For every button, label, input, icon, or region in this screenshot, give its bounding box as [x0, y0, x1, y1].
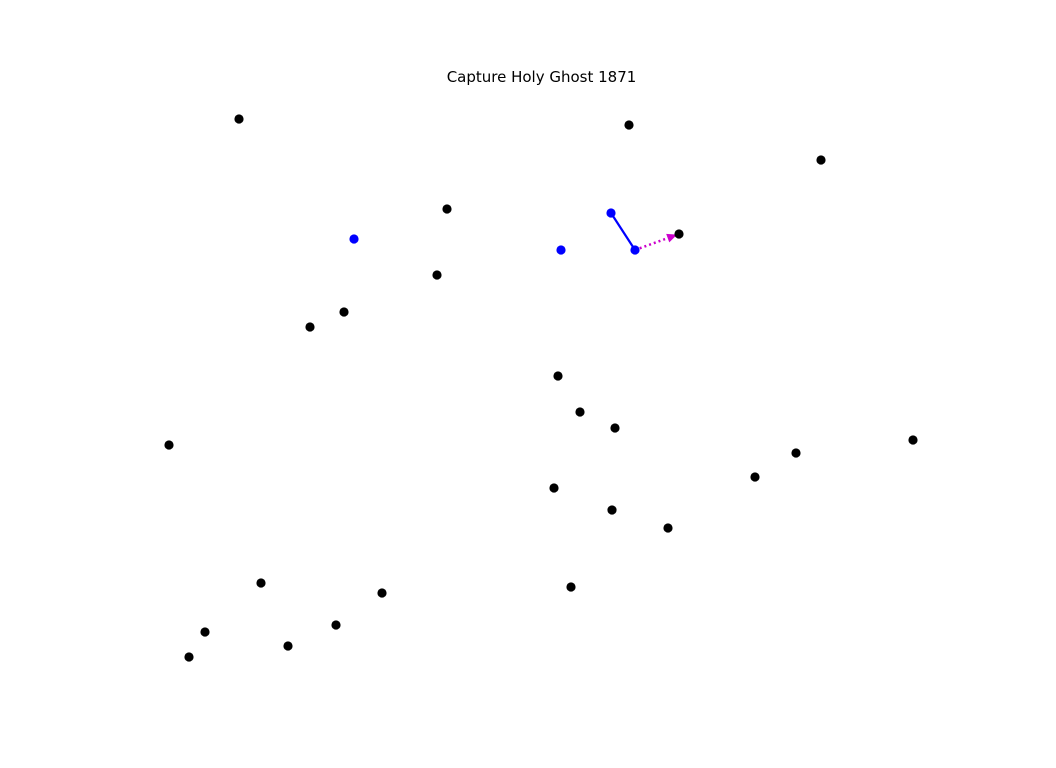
- neutral-node[interactable]: [200, 627, 210, 637]
- edges-layer: [610, 212, 636, 251]
- player-edge: [610, 212, 636, 251]
- neutral-node[interactable]: [553, 371, 563, 381]
- moves-layer: [634, 233, 678, 252]
- neutral-node[interactable]: [442, 204, 452, 214]
- neutral-node[interactable]: [624, 120, 634, 130]
- neutral-node[interactable]: [663, 523, 673, 533]
- neutral-node[interactable]: [610, 423, 620, 433]
- capture-move-arrowhead: [666, 233, 678, 243]
- neutral-node[interactable]: [908, 435, 918, 445]
- player-node[interactable]: [556, 245, 566, 255]
- player-node[interactable]: [630, 245, 640, 255]
- neutral-node[interactable]: [607, 505, 617, 515]
- capture-move-line: [634, 236, 669, 252]
- neutral-node[interactable]: [256, 578, 266, 588]
- neutral-node[interactable]: [283, 641, 293, 651]
- player-node[interactable]: [606, 208, 616, 218]
- neutral-node[interactable]: [566, 582, 576, 592]
- neutral-node[interactable]: [234, 114, 244, 124]
- neutral-node[interactable]: [377, 588, 387, 598]
- neutral-node[interactable]: [432, 270, 442, 280]
- neutral-node[interactable]: [184, 652, 194, 662]
- neutral-node[interactable]: [750, 472, 760, 482]
- neutral-node[interactable]: [164, 440, 174, 450]
- neutral-node[interactable]: [674, 229, 684, 239]
- neutral-node[interactable]: [816, 155, 826, 165]
- neutral-node[interactable]: [575, 407, 585, 417]
- neutral-node[interactable]: [791, 448, 801, 458]
- nodes-layer: [164, 114, 918, 662]
- neutral-node[interactable]: [339, 307, 349, 317]
- game-title: Capture Holy Ghost 1871: [446, 68, 637, 86]
- player-node[interactable]: [349, 234, 359, 244]
- neutral-node[interactable]: [305, 322, 315, 332]
- neutral-node[interactable]: [331, 620, 341, 630]
- neutral-node[interactable]: [549, 483, 559, 493]
